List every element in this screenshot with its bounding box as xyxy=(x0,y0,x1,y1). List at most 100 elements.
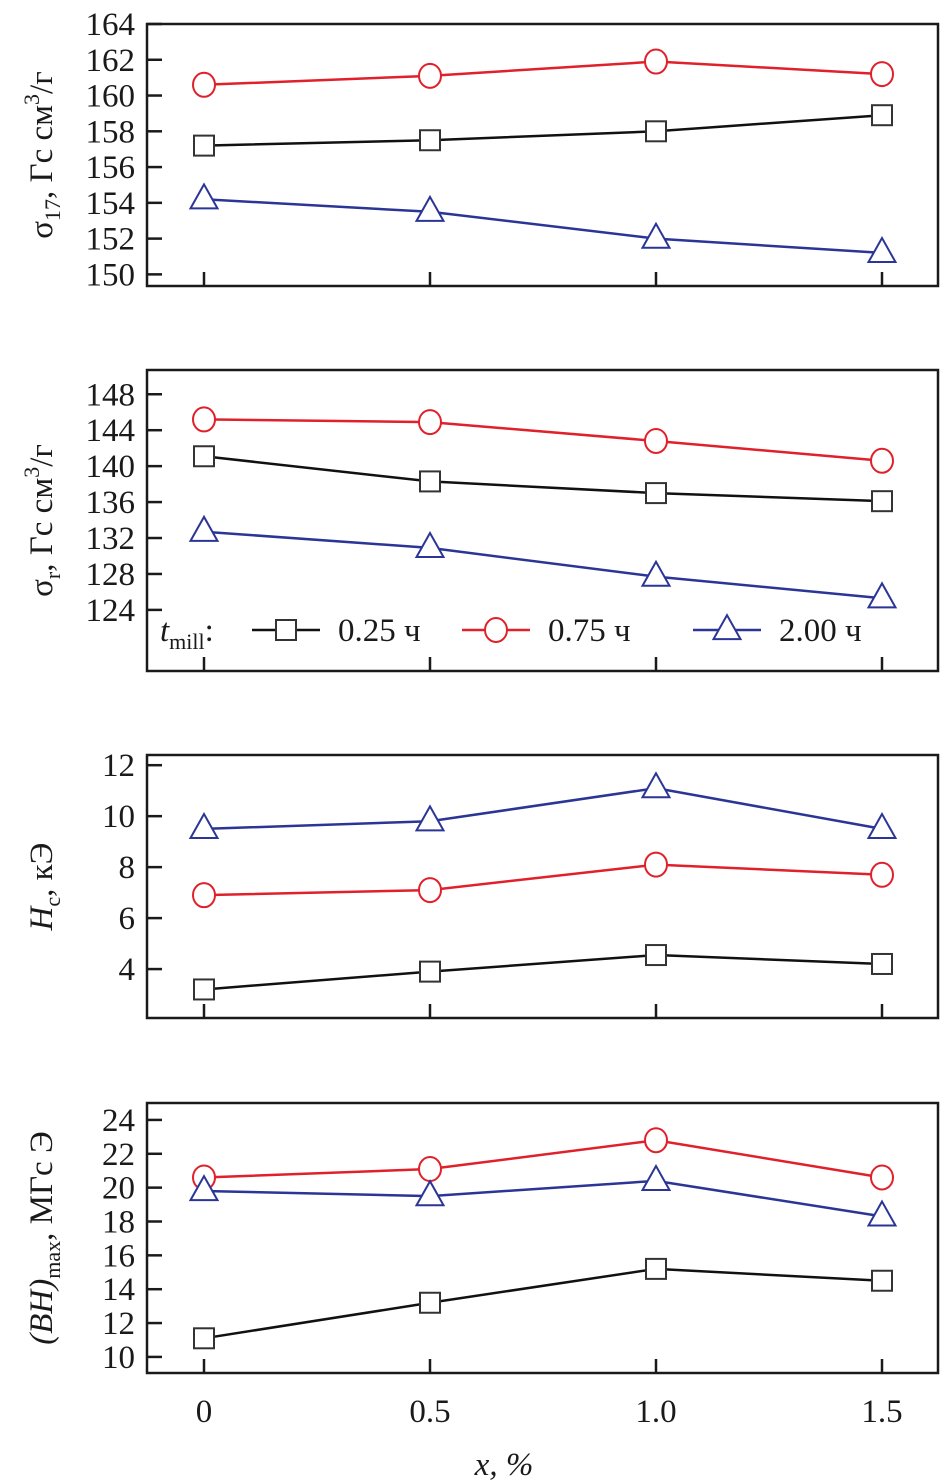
data-point-circle xyxy=(644,427,668,454)
plot-frame xyxy=(145,1101,940,1375)
legend-marker-circle xyxy=(484,617,508,643)
y-axis-title-main: σ xyxy=(24,579,60,597)
y-tick-label: 132 xyxy=(86,521,136,557)
y-tick-label: 152 xyxy=(86,222,136,258)
y-axis-title-sub: r xyxy=(40,571,65,579)
data-point-triangle xyxy=(414,530,446,559)
data-point-triangle xyxy=(866,1199,898,1227)
plot-frame xyxy=(145,22,940,288)
series-line-triangle xyxy=(203,1179,883,1218)
y-tick-label: 14 xyxy=(102,1272,135,1308)
y-axis-title: Hc, кЭ xyxy=(24,843,65,932)
data-point-circle xyxy=(418,1156,442,1183)
y-tick-label: 10 xyxy=(102,799,135,835)
legend-title-main: t xyxy=(160,613,170,649)
data-point-triangle xyxy=(640,559,672,587)
plot-frame xyxy=(145,368,940,673)
y-tick-label: 148 xyxy=(86,377,136,413)
y-tick-label: 18 xyxy=(102,1204,135,1240)
y-tick-label: 164 xyxy=(86,7,136,43)
y-axis-title-unit: , МГс Э xyxy=(24,1131,60,1241)
data-point-triangle xyxy=(866,235,898,264)
data-point-square xyxy=(645,482,667,505)
data-point-circle xyxy=(418,877,442,904)
data-point-triangle xyxy=(414,194,446,222)
data-point-triangle xyxy=(866,811,898,840)
x-axis-title: x, % xyxy=(474,1447,534,1483)
legend: tmill: 0.25 ч 0.75 ч 2.00 ч xyxy=(160,613,862,654)
data-point-square xyxy=(871,952,893,975)
data-point-circle xyxy=(644,851,668,878)
series-line-triangle xyxy=(203,198,883,255)
legend-marker-square xyxy=(275,619,297,641)
series-line-square xyxy=(203,113,883,147)
y-tick-label: 22 xyxy=(102,1137,135,1173)
y-tick-label: 10 xyxy=(102,1340,135,1376)
y-tick-label: 136 xyxy=(86,485,136,521)
legend-marker-triangle xyxy=(711,613,743,641)
series-line-triangle xyxy=(203,786,883,831)
data-point-triangle xyxy=(866,581,898,609)
y-tick-label: 4 xyxy=(119,952,136,988)
data-point-triangle xyxy=(640,221,672,249)
y-axis-title-main: σ xyxy=(24,221,60,239)
plot-frame xyxy=(145,753,940,1020)
series-line-square xyxy=(203,953,883,991)
y-axis-title-unit: , кЭ xyxy=(24,843,60,897)
data-point-square xyxy=(419,1291,441,1314)
x-tick-label: 1.5 xyxy=(861,1394,902,1430)
legend-label: 0.25 ч xyxy=(338,613,421,649)
data-point-triangle xyxy=(188,182,220,210)
data-point-square xyxy=(419,960,441,983)
y-tick-label: 24 xyxy=(102,1103,135,1139)
series-line-square xyxy=(203,455,883,503)
y-axis-title-unit: , Гс см xyxy=(24,478,60,572)
data-point-square xyxy=(645,120,667,143)
y-axis-title: σ17, Гс см3/г xyxy=(19,71,65,239)
data-point-triangle xyxy=(414,1179,446,1207)
x-tick-label: 0.5 xyxy=(409,1394,450,1430)
data-point-circle xyxy=(644,1127,668,1154)
x-tick-label: 1.0 xyxy=(635,1394,676,1430)
panel-3: 4 6 8 10 12 Hc, кЭ xyxy=(24,748,940,1020)
data-point-square xyxy=(871,490,893,513)
data-point-square xyxy=(193,978,215,1001)
legend-title-tail: : xyxy=(205,613,214,649)
y-axis-title-sub: c xyxy=(40,897,65,907)
legend-label: 2.00 ч xyxy=(779,613,862,649)
y-axis-title-unit: , Гс см xyxy=(24,105,60,199)
data-point-square xyxy=(193,134,215,157)
x-axis-title-text: x, % xyxy=(474,1447,534,1483)
data-point-square xyxy=(419,470,441,493)
legend-title: tmill: xyxy=(160,613,214,654)
data-point-circle xyxy=(418,409,442,436)
data-point-circle xyxy=(870,447,894,474)
data-point-triangle xyxy=(188,811,220,840)
y-axis-title-sup: 3 xyxy=(19,94,44,105)
y-tick-label: 140 xyxy=(86,449,136,485)
y-axis-title-main: H xyxy=(24,904,60,931)
data-point-circle xyxy=(870,861,894,888)
data-point-triangle xyxy=(414,804,446,832)
y-tick-label: 156 xyxy=(86,150,136,186)
y-axis-title-main: (BH) xyxy=(24,1279,60,1345)
data-point-square xyxy=(871,1269,893,1292)
data-point-circle xyxy=(418,62,442,89)
y-tick-label: 128 xyxy=(86,557,136,593)
y-tick-label: 144 xyxy=(86,413,136,449)
data-point-triangle xyxy=(188,514,220,542)
y-tick-label: 154 xyxy=(86,186,136,222)
series-line-circle xyxy=(203,863,883,897)
series-line-circle xyxy=(203,60,883,87)
data-point-square xyxy=(871,104,893,127)
x-tick-label: 0 xyxy=(196,1394,213,1430)
y-tick-label: 150 xyxy=(86,257,136,293)
data-point-circle xyxy=(870,1164,894,1191)
data-point-triangle xyxy=(640,1163,672,1191)
y-tick-label: 162 xyxy=(86,43,136,79)
legend-title-sub: mill xyxy=(169,629,204,654)
